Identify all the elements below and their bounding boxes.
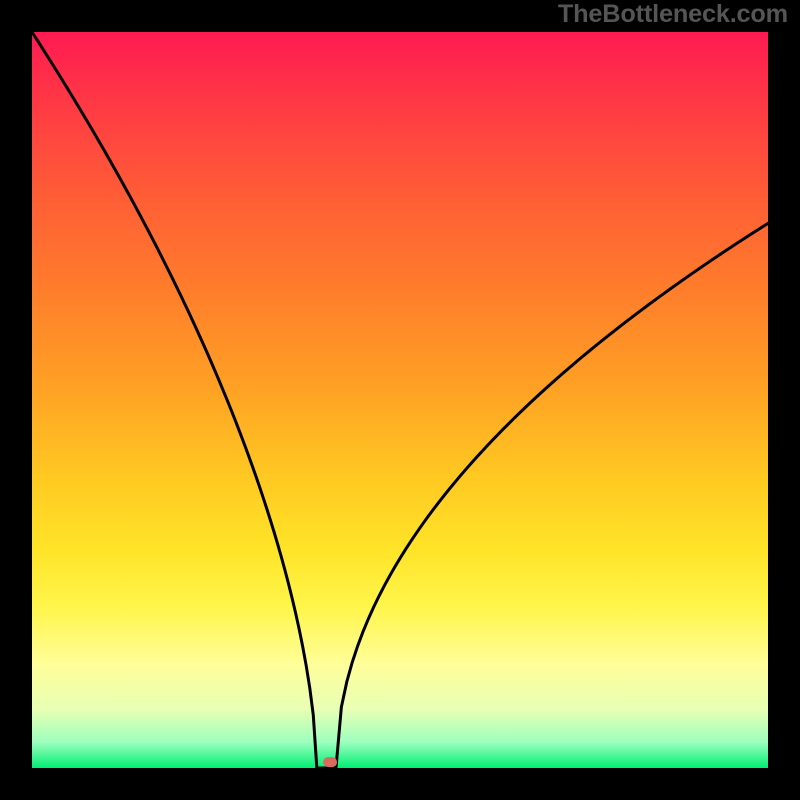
plot-background: [32, 32, 768, 768]
bottleneck-chart: [0, 0, 800, 800]
watermark-text: TheBottleneck.com: [558, 0, 788, 29]
optimal-point-marker: [323, 757, 337, 767]
